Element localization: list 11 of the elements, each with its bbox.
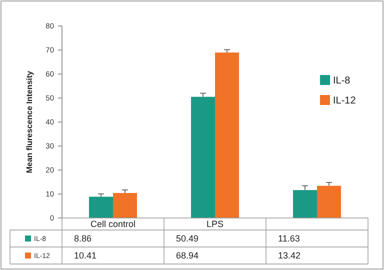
x-tick-label: Cell control [90, 219, 136, 229]
data-label: 68.94 [176, 250, 199, 261]
data-label: 10.41 [74, 250, 97, 261]
y-axis-title: Mean flurescence Intensity [25, 70, 34, 174]
data-label: 50.49 [176, 234, 199, 244]
legend-label: IL-8 [333, 76, 351, 86]
data-label: 11.63 [278, 234, 300, 244]
x-tick-label: LPS [206, 219, 224, 229]
legend-label: IL-12 [333, 96, 356, 106]
data-label: 8.86 [74, 234, 92, 244]
data-label: 13.42 [278, 250, 301, 261]
